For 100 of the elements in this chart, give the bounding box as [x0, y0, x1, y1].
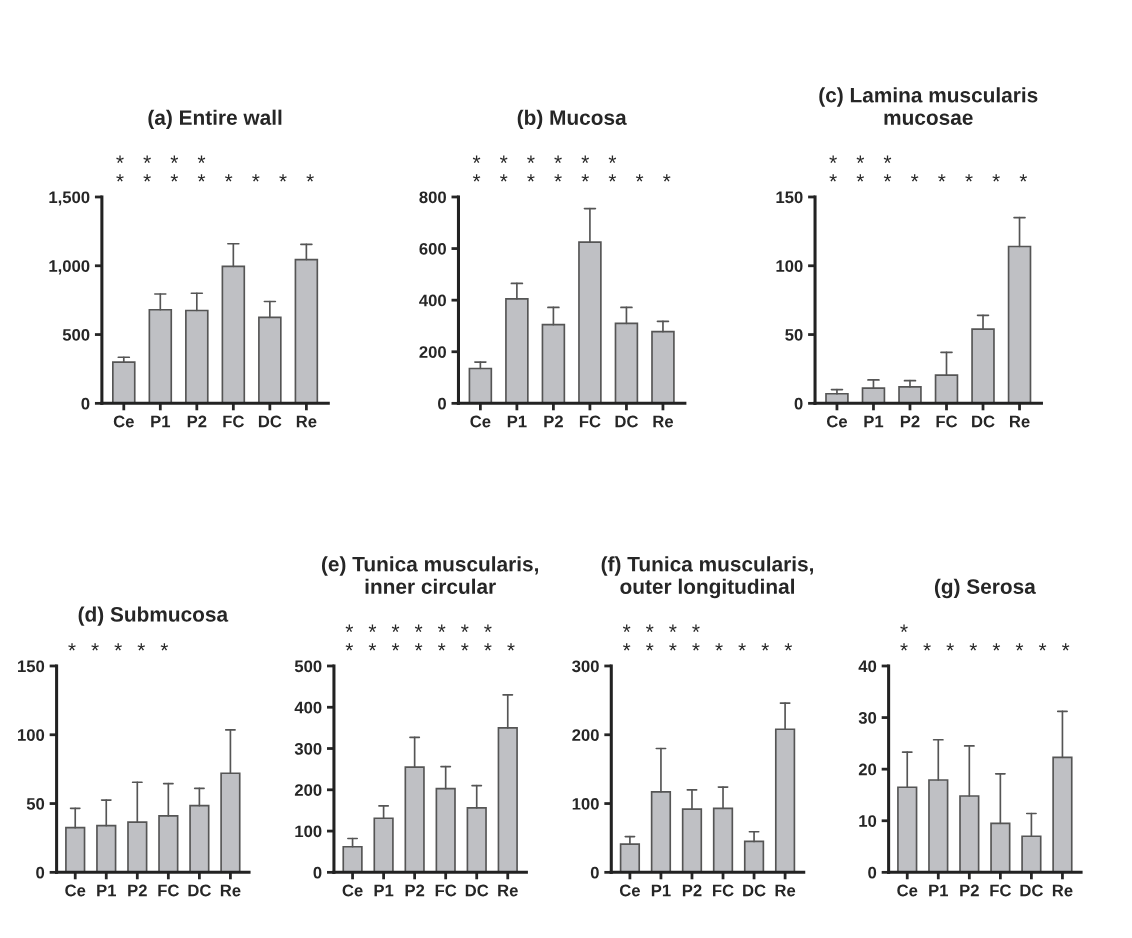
y-tick-label: 50 [785, 328, 803, 341]
x-tick-label: P1 [151, 415, 171, 428]
text: * [635, 174, 644, 182]
text: * [170, 174, 179, 182]
text: * [581, 155, 589, 163]
x-tick-label: P1 [507, 415, 527, 428]
x-tick-label: FC [158, 884, 179, 897]
chart-title: (c) Lamina muscularis mucosae [819, 87, 1038, 125]
text: * [829, 155, 837, 163]
text: * [900, 643, 908, 651]
x-tick-label: Re [653, 415, 674, 428]
text: * [68, 643, 76, 651]
text: * [900, 624, 908, 632]
y-tick-label: 150 [776, 191, 803, 204]
y-tick-label: 50 [26, 797, 45, 810]
text: * [143, 155, 151, 163]
text: * [527, 174, 535, 182]
text: * [608, 155, 617, 163]
text: * [306, 174, 314, 182]
x-tick-label: Re [220, 884, 241, 897]
y-tick-label: 0 [590, 866, 599, 879]
text: * [527, 155, 535, 163]
x-tick-label: DC [465, 884, 489, 897]
x-tick-label: P1 [651, 884, 671, 897]
x-tick-label: Ce [65, 884, 86, 897]
text: * [461, 624, 469, 632]
text: * [992, 643, 1001, 651]
text: * [581, 174, 589, 182]
y-tick-label: 0 [81, 397, 90, 410]
text: * [391, 643, 400, 651]
text: * [1015, 643, 1024, 651]
x-tick-label: Re [296, 415, 317, 428]
text: * [923, 643, 931, 651]
y-tick-label: 500 [62, 328, 90, 341]
x-tick-label: Ce [897, 884, 918, 897]
text: * [1061, 643, 1070, 651]
text: * [622, 624, 631, 632]
text: * [715, 643, 723, 651]
x-tick-label: Re [1009, 415, 1030, 428]
text: * [368, 624, 377, 632]
x-tick-label: Ce [342, 884, 363, 897]
y-tick-label: 300 [294, 742, 322, 755]
text: * [252, 174, 260, 182]
text: * [345, 624, 354, 632]
text: * [829, 174, 837, 182]
text: * [500, 155, 508, 163]
chart-title: (a) Entire wall [148, 109, 282, 130]
text: * [622, 643, 631, 651]
y-tick-label: 200 [419, 346, 446, 358]
text: * [368, 643, 377, 651]
x-tick-label: FC [936, 415, 958, 428]
text: * [910, 174, 919, 182]
bar [468, 367, 493, 404]
x-tick-label: P1 [864, 415, 884, 428]
x-tick-label: Re [775, 884, 796, 897]
y-tick-label: 100 [295, 825, 322, 838]
x-tick-label: Ce [113, 415, 134, 428]
text: * [608, 174, 617, 182]
x-tick-label: P2 [187, 415, 207, 428]
text: * [663, 174, 671, 182]
text: * [1038, 643, 1047, 651]
text: * [137, 643, 145, 651]
x-tick-label: FC [990, 884, 1012, 897]
text: * [116, 174, 124, 182]
text: * [170, 155, 179, 163]
text: * [114, 643, 122, 651]
chart-title: (b) Mucosa [517, 109, 627, 130]
chart-title: (e) Tunica muscularis, inner circular [321, 556, 538, 594]
text: * [992, 174, 1000, 182]
text: * [554, 174, 562, 182]
text: * [554, 155, 562, 163]
y-tick-label: 0 [794, 397, 803, 410]
y-tick-label: 400 [294, 701, 322, 714]
text: * [197, 155, 206, 163]
y-tick-label: 0 [36, 866, 45, 879]
y-tick-label: 20 [858, 763, 877, 776]
text: * [946, 643, 954, 651]
text: * [197, 174, 206, 182]
text: * [965, 174, 973, 182]
x-tick-label: DC [743, 884, 766, 897]
text: * [969, 643, 978, 651]
text: * [461, 643, 469, 651]
text: * [116, 155, 124, 163]
bar [111, 361, 136, 404]
text: * [646, 643, 654, 651]
x-tick-label: Ce [470, 415, 491, 428]
x-tick-label: Ce [826, 415, 848, 428]
text: * [437, 624, 446, 632]
y-tick-label: 300 [572, 660, 599, 673]
y-tick-label: 500 [294, 660, 322, 673]
y-tick-label: 200 [294, 784, 322, 796]
text: * [160, 643, 169, 651]
y-tick-label: 100 [572, 797, 599, 810]
x-tick-label: P2 [960, 884, 979, 897]
bar [898, 385, 922, 404]
text: * [669, 643, 677, 651]
text: * [692, 624, 700, 632]
y-tick-label: 10 [859, 815, 877, 827]
x-tick-label: DC [188, 884, 211, 897]
x-tick-label: P2 [900, 415, 920, 428]
